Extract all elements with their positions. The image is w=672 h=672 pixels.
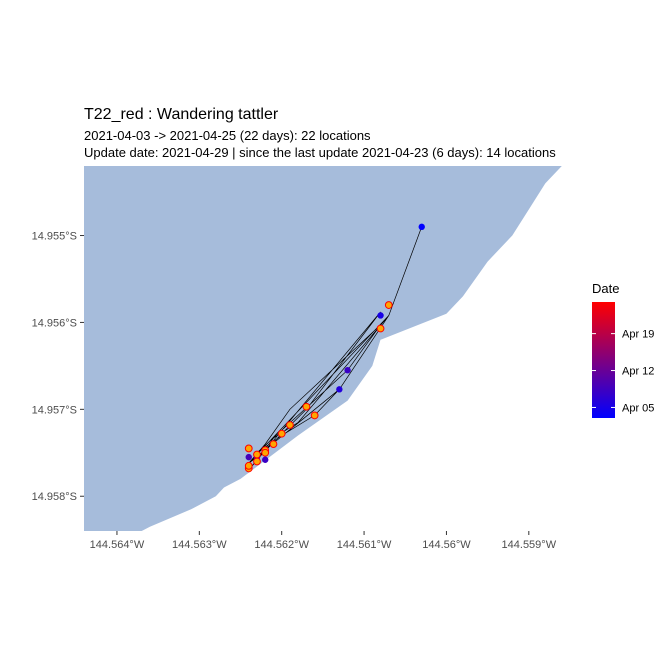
recent-location-point (376, 324, 385, 333)
location-point (377, 312, 384, 319)
y-tick-label: 14.958°S (32, 491, 77, 503)
legend-tick-label: Apr 12 (622, 366, 654, 378)
recent-location-point (269, 440, 278, 448)
land-polygon (84, 166, 562, 531)
recent-location-point (277, 429, 286, 438)
map-title: T22_red : Wandering tattler (84, 106, 279, 123)
y-axis: 14.955°S 14.956°S 14.957°S 14.958°S (32, 231, 84, 503)
recent-location-point (310, 411, 319, 420)
recent-location-point (244, 444, 253, 453)
legend-tick-label: Apr 19 (622, 329, 654, 341)
recent-location-point (253, 450, 261, 459)
location-point (344, 367, 351, 374)
legend-title: Date (592, 281, 619, 296)
x-tick-label: 144.561°W (337, 539, 392, 551)
map-subtitle-line2: Update date: 2021-04-29 | since the last… (84, 145, 556, 160)
date-legend: Date Apr 05 Apr 12 Apr 19 (592, 281, 654, 418)
legend-colorbar (592, 302, 615, 418)
track-line (248, 226, 423, 471)
location-point (262, 456, 269, 463)
recent-location-point (302, 402, 311, 411)
recent-location-point (244, 461, 253, 470)
recent-location-point (384, 301, 393, 309)
location-point (418, 223, 425, 231)
recent-location-point (286, 421, 294, 429)
track-lines (248, 226, 423, 471)
map-subtitle-line1: 2021-04-03 -> 2021-04-25 (22 days): 22 l… (84, 128, 371, 143)
legend-tick-label: Apr 05 (622, 402, 654, 414)
map-panel (84, 166, 570, 531)
location-point (245, 453, 252, 461)
y-tick-label: 14.956°S (32, 317, 77, 329)
x-tick-label: 144.564°W (90, 539, 145, 551)
x-tick-label: 144.559°W (502, 539, 557, 551)
x-axis: 144.564°W 144.563°W 144.562°W 144.561°W 144.… (90, 531, 557, 551)
recent-location-point (253, 457, 261, 466)
y-tick-label: 14.955°S (32, 231, 77, 243)
location-point (336, 386, 343, 393)
x-tick-label: 144.56°W (422, 539, 471, 551)
recent-location-point (261, 448, 270, 457)
x-tick-label: 144.562°W (254, 539, 309, 551)
x-tick-label: 144.563°W (172, 539, 227, 551)
legend-ticks: Apr 05 Apr 12 Apr 19 (592, 329, 654, 414)
location-points (244, 223, 425, 473)
y-tick-label: 14.957°S (32, 404, 77, 416)
